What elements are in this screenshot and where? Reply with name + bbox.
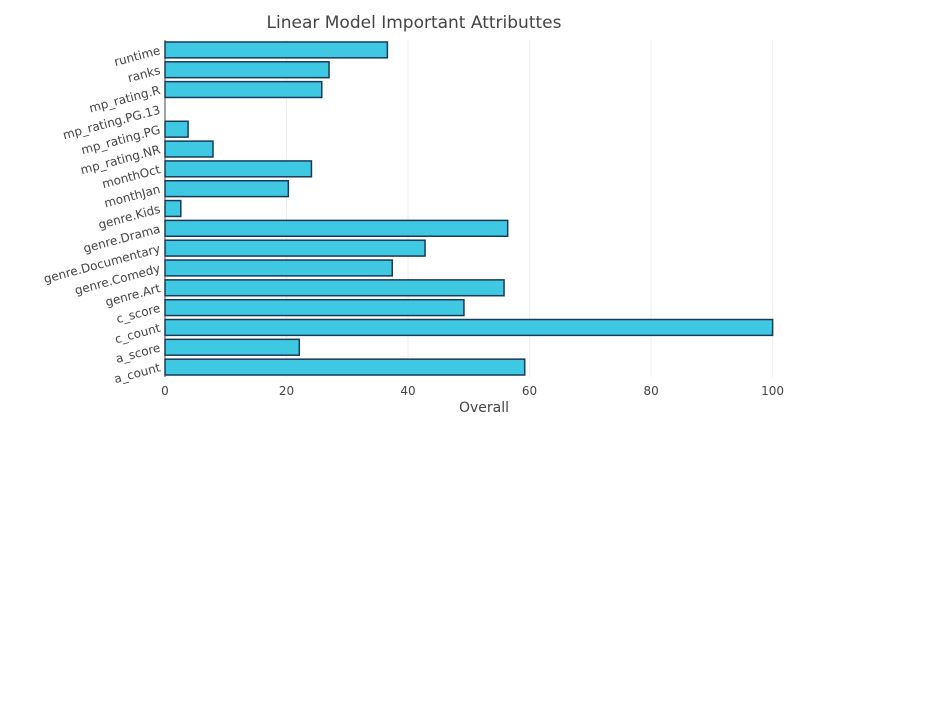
bar [164,358,526,376]
x-tick-label: 60 [522,384,537,398]
chart-title: Linear Model Important Attributtes [267,13,562,33]
bar [164,140,214,158]
bar [164,160,313,178]
x-axis-ticks: 0 20 40 60 80 100 [161,384,784,398]
x-tick-label: 100 [761,384,784,398]
bar [164,338,301,356]
bar [164,318,774,337]
x-tick-label: 80 [643,384,658,398]
bar [164,61,330,79]
bar [164,259,393,277]
x-tick-label: 20 [279,384,294,398]
bar [164,279,505,297]
bar [164,219,509,238]
bar [164,298,465,317]
y-tick-label: ranks [126,63,162,85]
y-axis-ticks: runtimeranksmp_rating.Rmp_rating.PG.13mp… [42,43,162,386]
bars [164,41,774,376]
bar [164,199,182,218]
x-tick-label: 0 [161,384,169,398]
x-axis-title: Overall [459,400,509,416]
bar [164,41,389,59]
x-tick-label: 40 [400,384,415,398]
bar [164,120,189,138]
bar [164,80,323,99]
bar [164,179,290,198]
bar [164,239,426,257]
